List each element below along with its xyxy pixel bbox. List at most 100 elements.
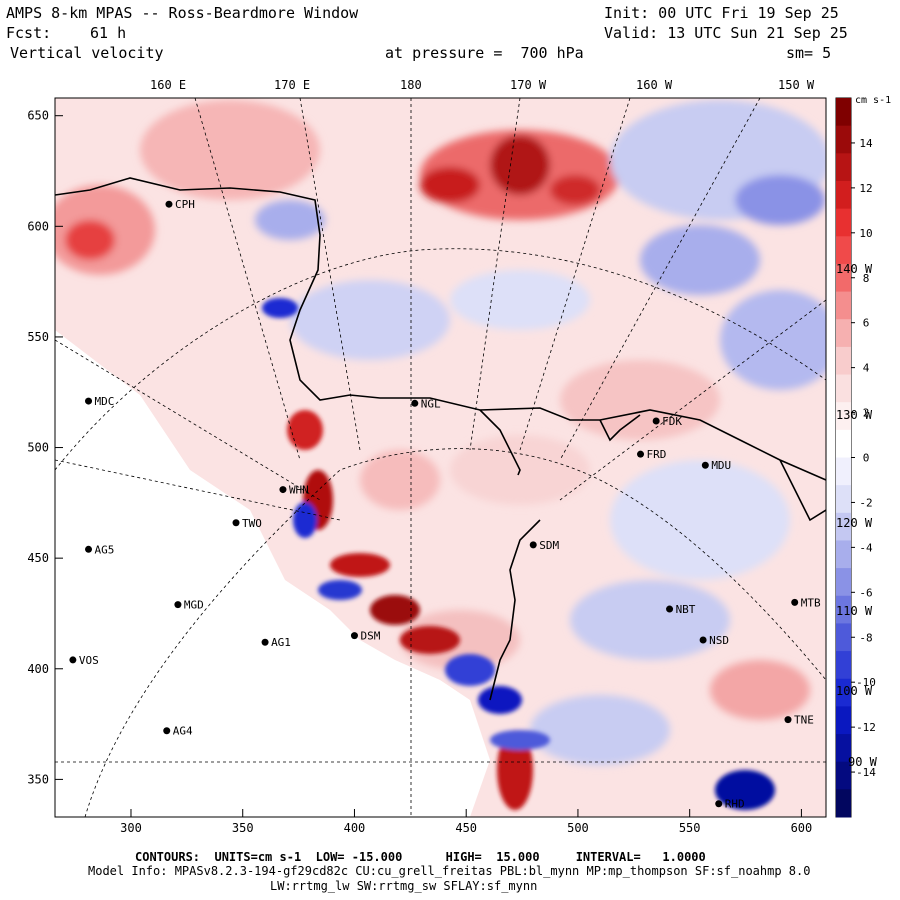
station-dot bbox=[784, 716, 792, 724]
colorbar-label: 6 bbox=[863, 317, 870, 330]
colorbar-label: 4 bbox=[863, 362, 870, 375]
lon-label-top: 170 E bbox=[274, 78, 311, 92]
station-dot bbox=[163, 727, 171, 735]
station-label: MDC bbox=[95, 395, 115, 408]
station-label: TNE bbox=[794, 714, 814, 727]
station-label: MTB bbox=[801, 596, 821, 609]
colorbar-swatch bbox=[836, 125, 851, 154]
station-label: NGL bbox=[421, 397, 441, 410]
y-tick-label: 450 bbox=[27, 551, 49, 565]
station-dot bbox=[174, 601, 182, 609]
station-dot bbox=[85, 397, 93, 405]
colorbar-swatch bbox=[836, 651, 851, 680]
lon-label-right: 120 W bbox=[836, 516, 873, 530]
colorbar-swatch bbox=[836, 153, 851, 182]
lon-label-right: 140 W bbox=[836, 262, 873, 276]
lon-label-right: 110 W bbox=[836, 604, 873, 618]
x-tick-label: 300 bbox=[120, 821, 142, 835]
station-dot bbox=[701, 461, 709, 469]
colorbar: 14 12 10 8 6 4 2 0 -2 -4 -6 -8 -10 -12 -14 bbox=[835, 97, 876, 818]
x-tick-label: 550 bbox=[679, 821, 701, 835]
colorbar-swatch bbox=[836, 623, 851, 652]
colorbar-swatch bbox=[836, 98, 851, 127]
station-dot bbox=[279, 486, 287, 494]
colorbar-swatch bbox=[836, 402, 851, 431]
colorbar-label: -8 bbox=[859, 631, 872, 644]
colorbar-label: 2 bbox=[863, 407, 870, 420]
smoothing-value: sm= 5 bbox=[786, 44, 832, 62]
lon-label-top: 180 bbox=[400, 78, 422, 92]
colorbar-label: -2 bbox=[859, 496, 872, 509]
station-dot bbox=[232, 519, 240, 527]
y-tick-label: 650 bbox=[27, 109, 49, 123]
colorbar-swatch bbox=[836, 734, 851, 763]
x-axis-ticks: 300 350 400 450 500 550 600 bbox=[120, 809, 812, 835]
station-label: MDU bbox=[711, 459, 731, 472]
graticule bbox=[55, 98, 826, 817]
colorbar-swatch bbox=[836, 457, 851, 486]
velocity-field bbox=[55, 98, 826, 817]
lon-label-right: 130 W bbox=[836, 408, 873, 422]
colorbar-label: -10 bbox=[856, 676, 876, 689]
lon-label-top: 150 W bbox=[778, 78, 815, 92]
station-dot bbox=[715, 800, 723, 808]
station-label: TWO bbox=[242, 517, 262, 530]
colorbar-label: -6 bbox=[859, 586, 872, 599]
field-name: Vertical velocity bbox=[10, 44, 164, 62]
colorbar-swatch bbox=[836, 374, 851, 403]
station-dot bbox=[652, 417, 660, 425]
model-info: Model Info: MPASv8.2.3-194-gf29cd82c CU:… bbox=[88, 864, 811, 878]
x-tick-label: 450 bbox=[455, 821, 477, 835]
x-tick-label: 500 bbox=[567, 821, 589, 835]
colorbar-swatch bbox=[836, 291, 851, 320]
colorbar-swatch bbox=[836, 595, 851, 624]
station-label: RHD bbox=[725, 798, 745, 811]
pressure-level: at pressure = 700 hPa bbox=[385, 44, 584, 62]
plot-frame bbox=[54, 97, 827, 818]
forecast-hour: 61 h bbox=[90, 24, 127, 42]
station-label: WHN bbox=[289, 484, 309, 497]
station-dot bbox=[666, 605, 674, 613]
station-label: NBT bbox=[676, 603, 696, 616]
station-dot bbox=[85, 545, 93, 553]
x-tick-label: 400 bbox=[344, 821, 366, 835]
lon-label-top: 170 W bbox=[510, 78, 547, 92]
init-time: Init: 00 UTC Fri 19 Sep 25 bbox=[604, 4, 839, 22]
colorbar-label: 8 bbox=[863, 272, 870, 285]
station-dot bbox=[637, 450, 645, 458]
x-tick-label: 600 bbox=[791, 821, 813, 835]
colorbar-swatch bbox=[836, 346, 851, 376]
station-label: AG1 bbox=[271, 636, 291, 649]
station-label: VOS bbox=[79, 654, 99, 667]
y-tick-label: 400 bbox=[27, 662, 49, 676]
colorbar-swatch bbox=[836, 706, 851, 735]
y-axis-ticks: 350 400 450 500 550 600 650 bbox=[27, 109, 63, 786]
map-title: AMPS 8-km MPAS -- Ross-Beardmore Window bbox=[6, 4, 359, 22]
y-tick-label: 500 bbox=[27, 441, 49, 455]
station-dot bbox=[411, 399, 419, 407]
colorbar-units: cm s-1 bbox=[855, 95, 892, 106]
lon-label-right: 90 W bbox=[848, 755, 877, 769]
colorbar-swatch bbox=[836, 761, 851, 790]
station-dot bbox=[699, 636, 707, 644]
colorbar-swatch bbox=[836, 568, 851, 597]
colorbar-swatch bbox=[836, 485, 851, 514]
colorbar-swatch bbox=[836, 319, 851, 348]
station-dot bbox=[529, 541, 537, 549]
colorbar-label: 0 bbox=[863, 452, 870, 465]
station-label: CPH bbox=[175, 198, 195, 211]
y-tick-label: 350 bbox=[27, 772, 49, 786]
colorbar-label: -14 bbox=[856, 766, 876, 779]
lon-label-top: 160 W bbox=[636, 78, 673, 92]
colorbar-swatch bbox=[836, 180, 851, 210]
station-label: FRD bbox=[647, 448, 667, 461]
colorbar-swatch bbox=[836, 789, 851, 818]
colorbar-label: 12 bbox=[859, 182, 872, 195]
colorbar-swatch bbox=[836, 512, 851, 541]
colorbar-swatch bbox=[836, 236, 851, 265]
forecast-label: Fcst: bbox=[6, 24, 52, 42]
lon-label-right: 100 W bbox=[836, 684, 873, 698]
colorbar-swatch bbox=[836, 208, 851, 237]
station-label: SDM bbox=[539, 539, 559, 552]
contour-info: CONTOURS: UNITS=cm s-1 LOW= -15.000 HIGH… bbox=[135, 850, 706, 864]
